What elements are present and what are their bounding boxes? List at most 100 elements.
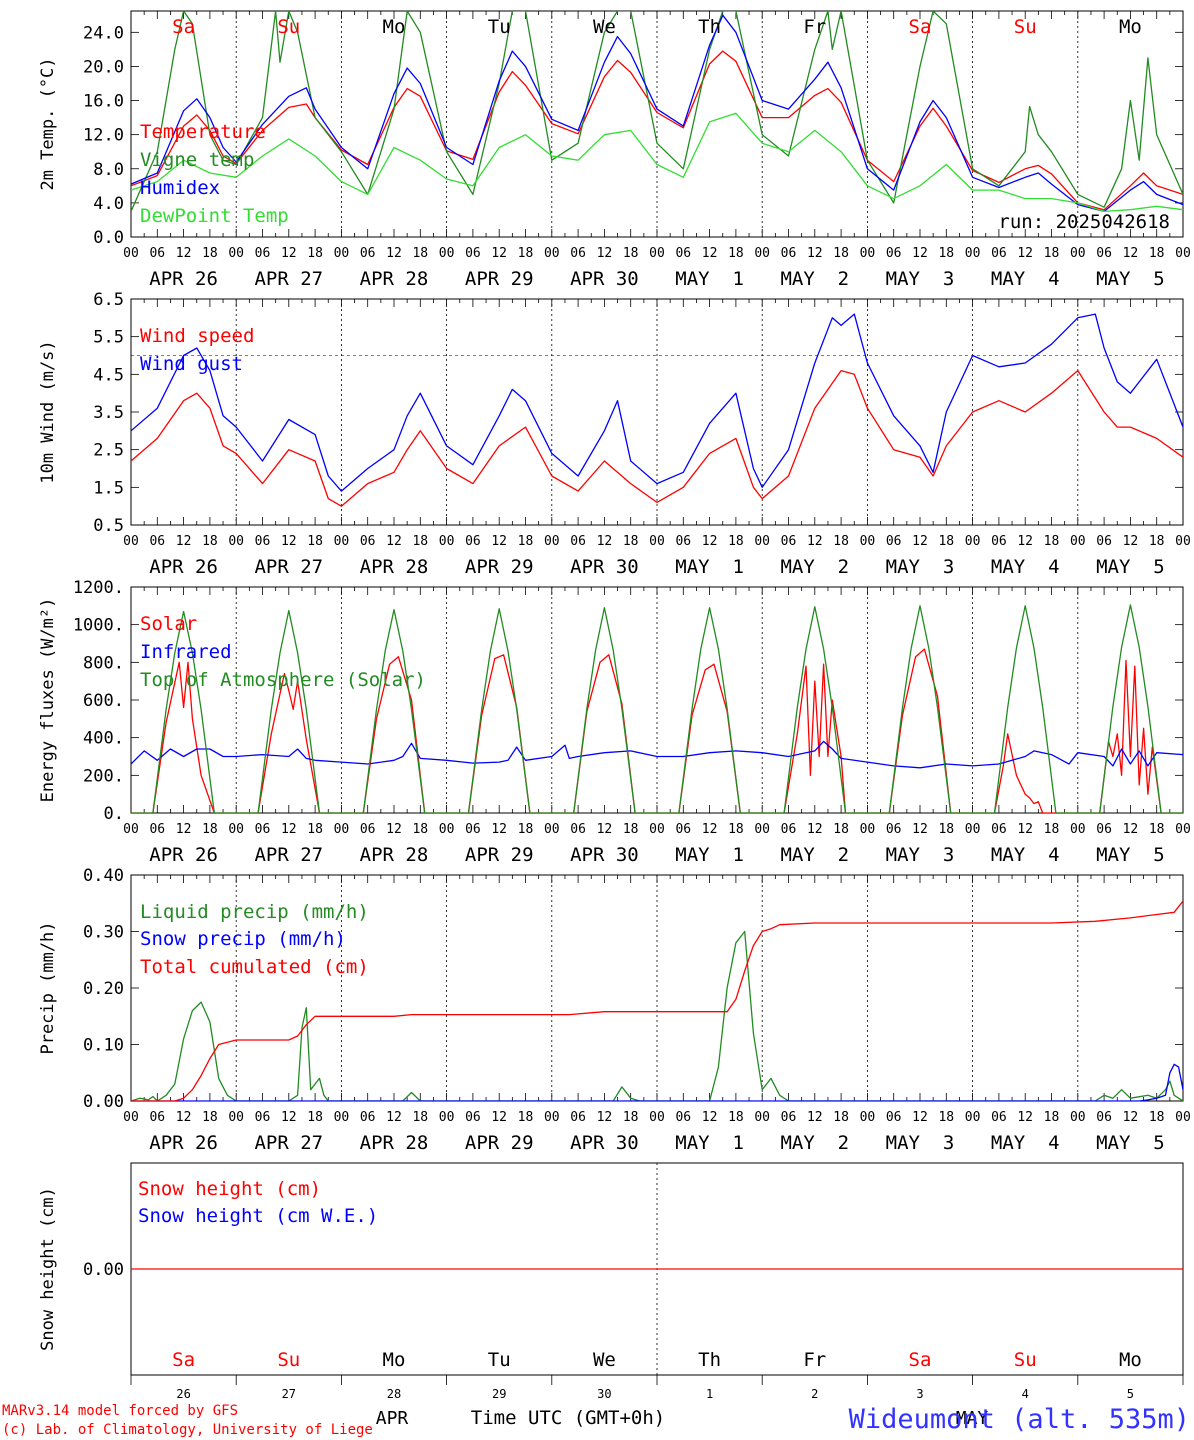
legend-entry: Vigne temp [140,149,254,171]
date-label: APR 28 [360,268,429,290]
x-tick-label: 00 [965,246,981,261]
y-tick-label: 2.5 [93,441,124,461]
x-axis-title: Time UTC (GMT+0h) [471,1407,665,1429]
date-label: APR 27 [254,844,323,866]
x-tick-label: 00 [649,246,665,261]
x-tick-label: 18 [1044,1110,1060,1125]
x-tick-label: 00 [754,534,770,549]
x-tick-label: 18 [1149,1110,1165,1125]
x-tick-label: 12 [281,1110,297,1125]
x-tick-label: 18 [938,822,954,837]
weekday-label: Mo [383,1349,406,1371]
date-label: MAY 3 [886,268,955,290]
date-label: APR 29 [465,268,534,290]
x-tick-label: 06 [1096,822,1112,837]
series-group [131,900,1183,1101]
x-tick-label: 06 [255,1110,271,1125]
weekday-label: Fr [803,1349,826,1371]
x-tick-label: 12 [807,822,823,837]
plot-frame [130,10,1184,238]
x-tick-label: 18 [1044,534,1060,549]
series-group [131,604,1183,813]
x-tick-label: 18 [938,534,954,549]
x-tick-label: 12 [386,1110,402,1125]
x-tick-label: 18 [623,822,639,837]
date-label: APR 27 [254,556,323,578]
panel-1: 0.0 4.0 8.0 12.0 16.0 20.0 24.0 2m Temp. (°C) Te… [38,10,1191,290]
x-tick-label: 12 [1123,1110,1139,1125]
x-tick-label: 06 [570,534,586,549]
day-number-label: 4 [1022,1387,1029,1401]
date-label: APR 28 [360,556,429,578]
date-label: MAY 4 [991,268,1060,290]
series-group [131,11,1183,213]
y-axis-label: Energy fluxes (W/m²) [38,598,58,803]
weekday-label: Mo [383,16,406,38]
x-tick-label: 12 [386,822,402,837]
x-tick-label: 00 [1175,1110,1191,1125]
x-tick-label: 18 [1044,822,1060,837]
x-tick-label: 06 [465,534,481,549]
date-label: MAY 1 [675,1132,744,1154]
x-tick-label: 06 [465,1110,481,1125]
legend-entry: Solar [140,613,197,635]
x-tick-label: 00 [649,822,665,837]
x-tick-label: 00 [860,246,876,261]
y-axis-label: Snow height (cm) [38,1187,58,1351]
y-tick-label: 3.5 [93,403,124,423]
x-tick-label: 06 [1096,1110,1112,1125]
x-tick-label: 06 [886,1110,902,1125]
x-tick-label: 12 [176,246,192,261]
legend-entry: Snow height (cm) [138,1178,321,1200]
x-tick-label: 00 [123,1110,139,1125]
x-tick-label: 00 [754,246,770,261]
day-number-label: 2 [811,1387,818,1401]
weekday-label: Su [1014,16,1037,38]
x-tick-label: 12 [807,534,823,549]
x-tick-label: 12 [912,246,928,261]
x-tick-label: 00 [123,822,139,837]
weekday-label: We [593,16,616,38]
x-tick-label: 12 [491,534,507,549]
month-label-may: MAY [956,1408,989,1429]
x-tick-label: 18 [728,1110,744,1125]
x-tick-label: 06 [1096,246,1112,261]
x-tick-label: 06 [675,822,691,837]
day-number-label: 30 [597,1387,611,1401]
x-tick-label: 12 [386,534,402,549]
x-tick-label: 06 [360,534,376,549]
y-tick-label: 16.0 [83,92,124,112]
x-tick-label: 06 [570,1110,586,1125]
x-tick-label: 00 [965,534,981,549]
x-tick-label: 12 [912,534,928,549]
x-tick-label: 18 [938,1110,954,1125]
y-tick-label: 8.0 [93,160,124,180]
y-tick-label: 0.00 [83,1260,124,1280]
legend-entry: Humidex [140,177,220,199]
legend-entry: Liquid precip (mm/h) [140,901,369,923]
legend-entry: Wind gust [140,353,243,375]
x-tick-label: 00 [649,1110,665,1125]
x-tick-label: 06 [360,246,376,261]
x-tick-label: 06 [991,534,1007,549]
x-tick-label: 18 [518,246,534,261]
x-tick-label: 00 [544,822,560,837]
x-tick-label: 00 [860,534,876,549]
x-tick-label: 18 [518,1110,534,1125]
x-tick-label: 12 [912,822,928,837]
x-tick-label: 06 [781,822,797,837]
weekday-label: Mo [1119,1349,1142,1371]
x-tick-label: 06 [255,246,271,261]
weekday-label: Fr [803,16,826,38]
x-tick-label: 00 [439,534,455,549]
x-tick-label: 06 [465,246,481,261]
weekday-label: Tu [488,16,511,38]
x-tick-label: 18 [412,534,428,549]
x-tick-label: 00 [1175,534,1191,549]
date-label: MAY 5 [1096,268,1165,290]
y-tick-label: 1200. [73,578,124,598]
x-tick-label: 00 [1070,534,1086,549]
date-label: MAY 5 [1096,556,1165,578]
x-tick-label: 12 [912,1110,928,1125]
